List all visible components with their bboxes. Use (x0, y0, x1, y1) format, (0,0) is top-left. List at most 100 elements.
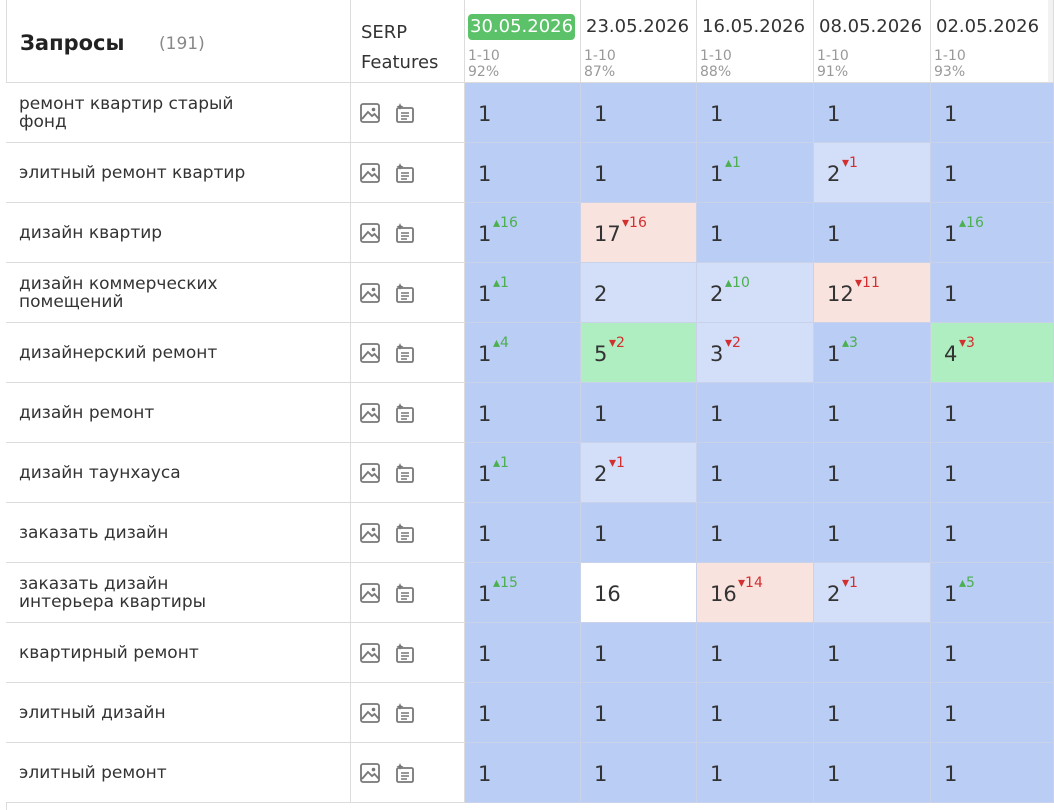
position-cell[interactable]: 1 (697, 743, 814, 803)
position-cell[interactable]: 1 ▴1 (697, 143, 814, 203)
position-cell[interactable]: 1 (814, 683, 931, 743)
position-cell[interactable]: 1 (814, 203, 931, 263)
image-icon[interactable] (359, 522, 381, 544)
query-row[interactable]: ремонт квартир старый фонд (6, 83, 351, 143)
position-cell[interactable]: 1 (581, 383, 697, 443)
image-icon[interactable] (359, 342, 381, 364)
scrollbar-track[interactable] (1048, 0, 1054, 83)
query-row[interactable]: дизайн квартир (6, 203, 351, 263)
image-icon[interactable] (359, 642, 381, 664)
image-icon[interactable] (359, 222, 381, 244)
position-cell[interactable]: 1 (697, 683, 814, 743)
query-row[interactable]: квартирный ремонт (6, 623, 351, 683)
featured-snippet-icon[interactable] (394, 282, 416, 304)
image-icon[interactable] (359, 762, 381, 784)
position-cell[interactable]: 1 (581, 83, 697, 143)
query-row[interactable]: заказать дизайн интерьера квартиры (6, 563, 351, 623)
position-cell[interactable]: 1 (931, 263, 1054, 323)
position-cell[interactable]: 1 (931, 443, 1054, 503)
query-row[interactable]: заказать дизайн (6, 503, 351, 563)
position-cell[interactable]: 1 (931, 383, 1054, 443)
position-cell[interactable]: 16 ▾14 (697, 563, 814, 623)
position-cell[interactable]: 1 (697, 203, 814, 263)
featured-snippet-icon[interactable] (394, 582, 416, 604)
position-cell[interactable]: 4 ▾3 (931, 323, 1054, 383)
queries-header[interactable]: Запросы (191) (6, 0, 351, 83)
position-cell[interactable]: 2 ▴10 (697, 263, 814, 323)
query-row[interactable]: элитный ремонт квартир (6, 143, 351, 203)
position-cell[interactable]: 1 (931, 503, 1054, 563)
position-cell[interactable]: 16 (581, 563, 697, 623)
position-cell[interactable]: 1 (814, 623, 931, 683)
featured-snippet-icon[interactable] (394, 462, 416, 484)
date-label[interactable]: 30.05.2026 (468, 14, 576, 40)
position-cell[interactable]: 1 (814, 743, 931, 803)
position-cell[interactable]: 12 ▾11 (814, 263, 931, 323)
date-column-header[interactable]: 30.05.2026 1-10 92% (465, 0, 581, 83)
query-row[interactable]: элитный дизайн (6, 683, 351, 743)
position-cell[interactable]: 1 (697, 383, 814, 443)
date-column-header[interactable]: 02.05.2026 1-10 93% (931, 0, 1054, 83)
date-label[interactable]: 02.05.2026 (936, 16, 1040, 37)
position-cell[interactable]: 1 ▴5 (931, 563, 1054, 623)
query-row[interactable]: дизайн таунхауса (6, 443, 351, 503)
image-icon[interactable] (359, 162, 381, 184)
position-cell[interactable]: 1 (581, 683, 697, 743)
featured-snippet-icon[interactable] (394, 342, 416, 364)
position-cell[interactable]: 1 (465, 383, 581, 443)
position-cell[interactable]: 1 (814, 383, 931, 443)
position-cell[interactable]: 1 (931, 683, 1054, 743)
position-cell[interactable]: 1 (931, 143, 1054, 203)
date-column-header[interactable]: 08.05.2026 1-10 91% (814, 0, 931, 83)
query-row[interactable]: дизайн коммерческих помещений (6, 263, 351, 323)
position-cell[interactable]: 1 (465, 683, 581, 743)
position-cell[interactable]: 1 (814, 83, 931, 143)
position-cell[interactable]: 2 ▾1 (814, 143, 931, 203)
position-cell[interactable]: 1 (465, 623, 581, 683)
position-cell[interactable]: 1 (931, 743, 1054, 803)
position-cell[interactable]: 1 ▴1 (465, 263, 581, 323)
position-cell[interactable]: 1 (581, 743, 697, 803)
position-cell[interactable]: 1 (465, 743, 581, 803)
query-row[interactable]: дизайнерский ремонт (6, 323, 351, 383)
image-icon[interactable] (359, 702, 381, 724)
position-cell[interactable]: 1 (465, 143, 581, 203)
date-label[interactable]: 23.05.2026 (586, 16, 690, 37)
date-column-header[interactable]: 23.05.2026 1-10 87% (581, 0, 697, 83)
position-cell[interactable]: 3 ▾2 (697, 323, 814, 383)
position-cell[interactable]: 1 (697, 503, 814, 563)
featured-snippet-icon[interactable] (394, 522, 416, 544)
position-cell[interactable]: 1 (581, 143, 697, 203)
image-icon[interactable] (359, 282, 381, 304)
position-cell[interactable]: 1 (697, 623, 814, 683)
featured-snippet-icon[interactable] (394, 402, 416, 424)
featured-snippet-icon[interactable] (394, 102, 416, 124)
position-cell[interactable]: 1 ▴1 (465, 443, 581, 503)
position-cell[interactable]: 1 ▴3 (814, 323, 931, 383)
date-label[interactable]: 16.05.2026 (702, 16, 806, 37)
position-cell[interactable]: 1 (814, 503, 931, 563)
position-cell[interactable]: 2 (581, 263, 697, 323)
date-column-header[interactable]: 16.05.2026 1-10 88% (697, 0, 814, 83)
featured-snippet-icon[interactable] (394, 162, 416, 184)
featured-snippet-icon[interactable] (394, 702, 416, 724)
image-icon[interactable] (359, 582, 381, 604)
position-cell[interactable]: 1 (814, 443, 931, 503)
position-cell[interactable]: 2 ▾1 (814, 563, 931, 623)
position-cell[interactable]: 1 (581, 503, 697, 563)
position-cell[interactable]: 1 ▴16 (465, 203, 581, 263)
query-row[interactable]: дизайн ремонт (6, 383, 351, 443)
position-cell[interactable]: 1 (931, 83, 1054, 143)
position-cell[interactable]: 2 ▾1 (581, 443, 697, 503)
image-icon[interactable] (359, 402, 381, 424)
position-cell[interactable]: 1 (697, 83, 814, 143)
position-cell[interactable]: 1 (581, 623, 697, 683)
image-icon[interactable] (359, 462, 381, 484)
position-cell[interactable]: 1 ▴4 (465, 323, 581, 383)
position-cell[interactable]: 1 (465, 503, 581, 563)
position-cell[interactable]: 1 (931, 623, 1054, 683)
position-cell[interactable]: 5 ▾2 (581, 323, 697, 383)
query-row[interactable]: элитный ремонт (6, 743, 351, 803)
position-cell[interactable]: 1 (697, 443, 814, 503)
featured-snippet-icon[interactable] (394, 642, 416, 664)
